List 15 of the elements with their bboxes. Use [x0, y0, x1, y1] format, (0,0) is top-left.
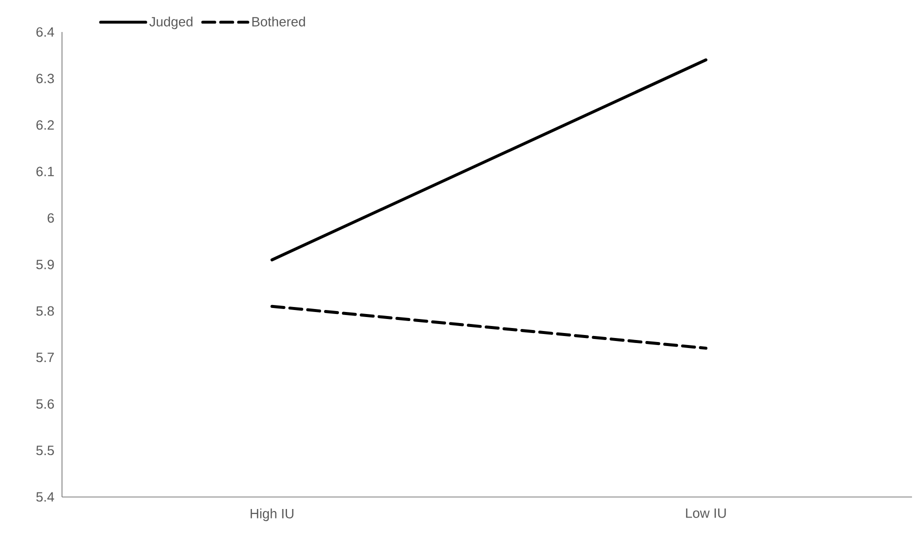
y-tick-label: 6 — [48, 213, 54, 223]
y-tick-label: 5.8 — [36, 306, 54, 316]
y-tick-label: 5.9 — [36, 260, 54, 270]
y-tick-label: 6.1 — [36, 166, 54, 176]
x-tick-label: Low IU — [686, 508, 726, 518]
legend-label: Judged — [149, 16, 192, 30]
y-tick-label: 6.2 — [36, 120, 54, 130]
y-tick-label: 5.7 — [36, 352, 54, 362]
y-tick-label: 5.4 — [36, 492, 54, 502]
x-tick-label: High IU — [250, 508, 294, 522]
legend-label: Bothered — [252, 16, 305, 26]
y-tick-label: 5.6 — [36, 399, 54, 409]
y-tick-label: 6.4 — [36, 27, 54, 37]
y-tick-label: 5.5 — [36, 446, 54, 456]
y-tick-label: 6.3 — [36, 74, 54, 84]
